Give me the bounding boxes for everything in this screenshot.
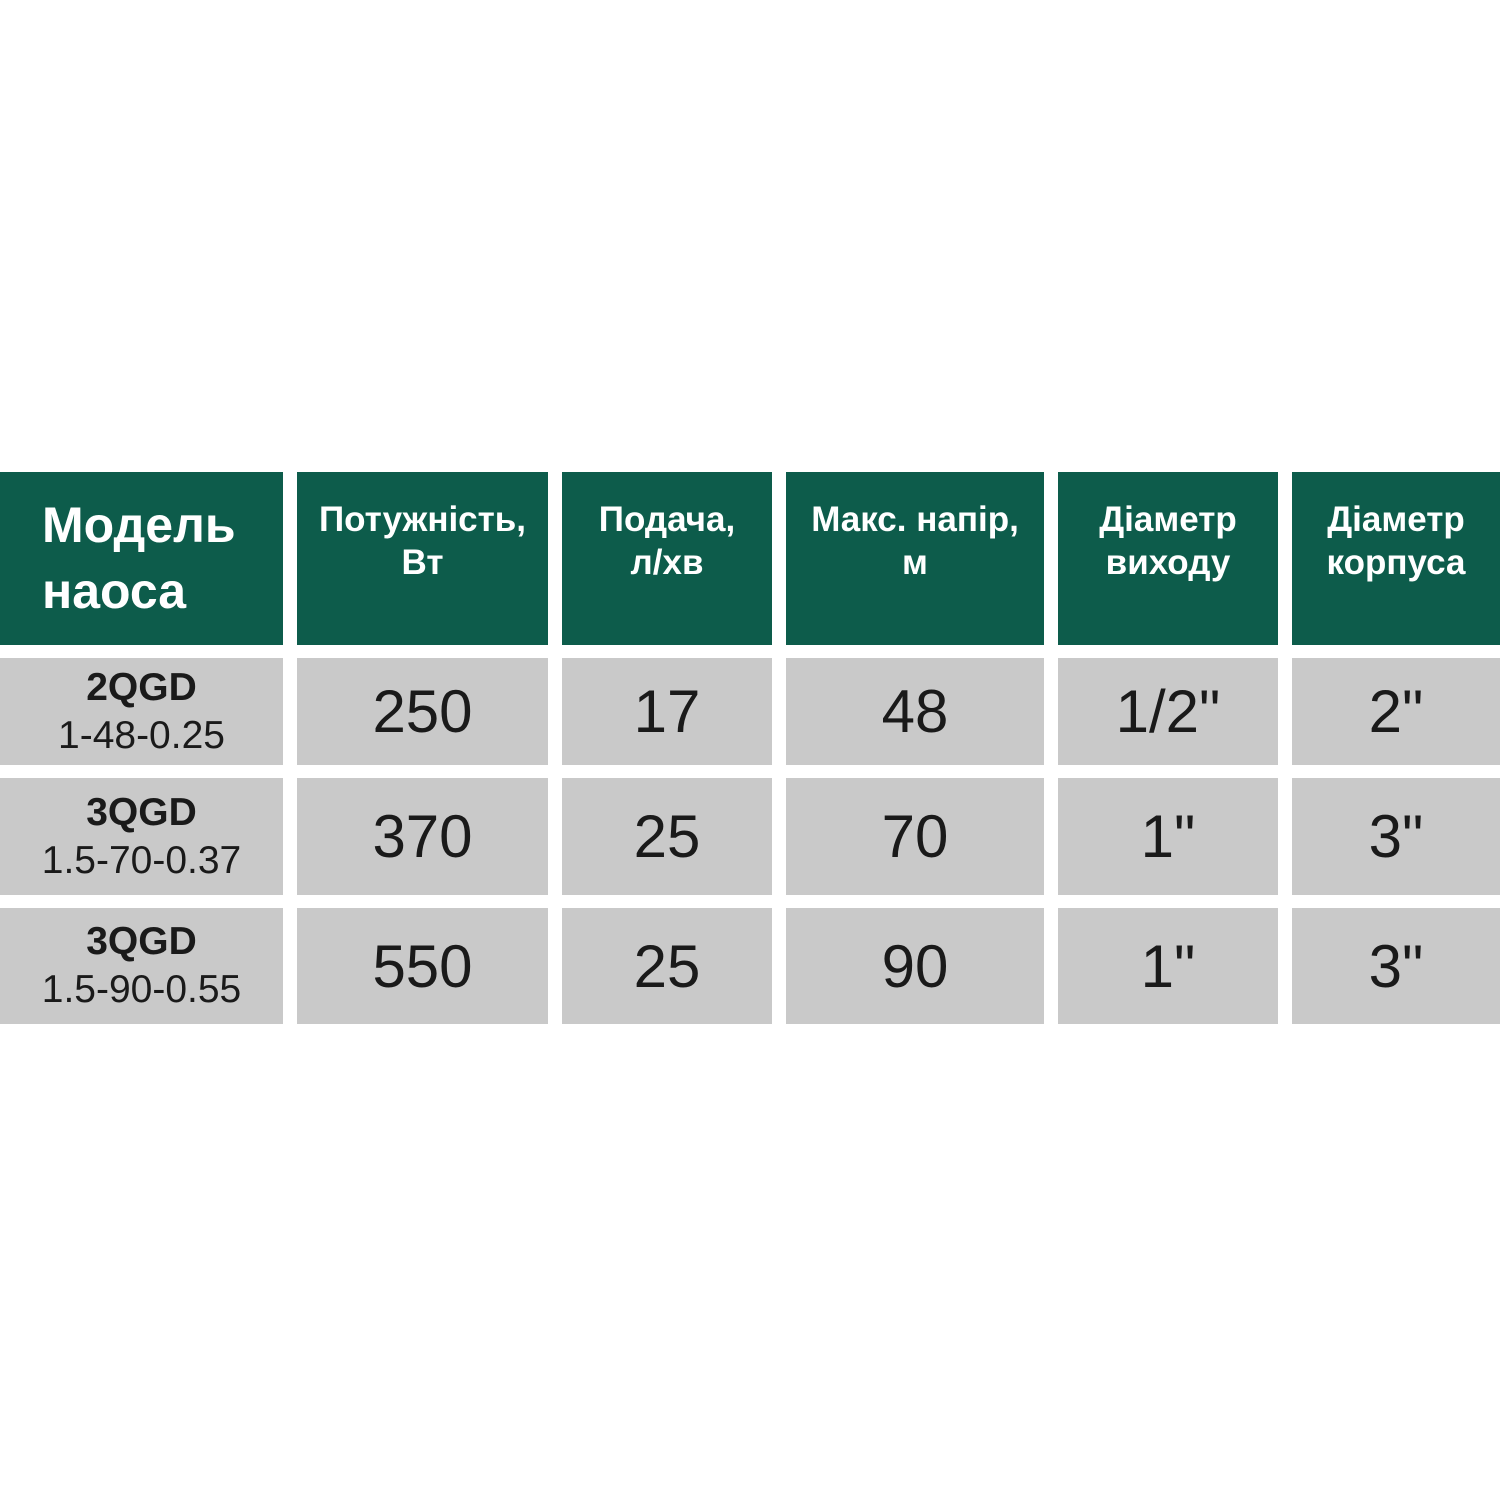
cell-text: 90 (881, 932, 949, 1000)
cell-text: 3" (1368, 803, 1424, 870)
cell-text: Діаметр (1327, 500, 1465, 539)
cell-text: Модель (42, 497, 236, 553)
cell-text: 3QGD (86, 920, 197, 963)
model-cell: 3QGD 1.5-70-0.37 (0, 778, 283, 895)
header-power: Потужність, Вт (297, 472, 548, 645)
cell-text: 1" (1140, 932, 1196, 1000)
outlet-cell: 1/2" (1058, 658, 1278, 765)
cell-text: наоса (42, 563, 187, 619)
cell-text: 1" (1140, 803, 1196, 870)
cell-text: 25 (633, 803, 701, 870)
cell-text: м (902, 543, 928, 582)
cell-text: 3QGD (86, 790, 197, 834)
cell-text: Макс. напір, (811, 500, 1019, 539)
power-cell: 250 (297, 658, 548, 765)
outlet-cell: 1" (1058, 778, 1278, 895)
cell-text: 25 (633, 932, 701, 1000)
body-cell: 3" (1292, 778, 1500, 895)
cell-text: Подача, (598, 500, 736, 539)
flow-cell: 25 (562, 778, 772, 895)
cell-text: 48 (881, 678, 949, 745)
cell-text: л/хв (630, 543, 704, 582)
cell-text: 3" (1368, 932, 1424, 1000)
header-body-diameter: Діаметр корпуса (1292, 472, 1500, 645)
cell-text: 550 (372, 932, 473, 1000)
cell-text: 70 (881, 803, 949, 870)
body-cell: 2" (1292, 658, 1500, 765)
cell-text: 1.5-90-0.55 (41, 968, 242, 1011)
cell-text: 1/2" (1115, 678, 1221, 745)
cell-text: 1.5-70-0.37 (41, 838, 242, 882)
header-model: Модель наоса (0, 472, 283, 645)
cell-text: корпуса (1326, 543, 1466, 582)
cell-text: Вт (401, 543, 444, 582)
cell-text: 17 (633, 678, 701, 745)
cell-text: 2" (1368, 678, 1424, 745)
cell-text: 1-48-0.25 (58, 713, 225, 757)
cell-text: виходу (1105, 543, 1231, 582)
model-cell: 2QGD 1-48-0.25 (0, 658, 283, 765)
outlet-cell: 1" (1058, 908, 1278, 1024)
cell-text: Діаметр (1099, 500, 1237, 539)
cell-text: 370 (372, 803, 473, 870)
head-cell: 48 (786, 658, 1044, 765)
power-cell: 370 (297, 778, 548, 895)
model-cell: 3QGD 1.5-90-0.55 (0, 908, 283, 1024)
header-head: Макс. напір, м (786, 472, 1044, 645)
power-cell: 550 (297, 908, 548, 1024)
header-outlet-diameter: Діаметр виходу (1058, 472, 1278, 645)
head-cell: 90 (786, 908, 1044, 1024)
flow-cell: 25 (562, 908, 772, 1024)
cell-text: Потужність, (318, 500, 527, 539)
header-flow: Подача, л/хв (562, 472, 772, 645)
cell-text: 2QGD (86, 665, 197, 709)
head-cell: 70 (786, 778, 1044, 895)
flow-cell: 17 (562, 658, 772, 765)
body-cell: 3" (1292, 908, 1500, 1024)
cell-text: 250 (372, 678, 473, 745)
